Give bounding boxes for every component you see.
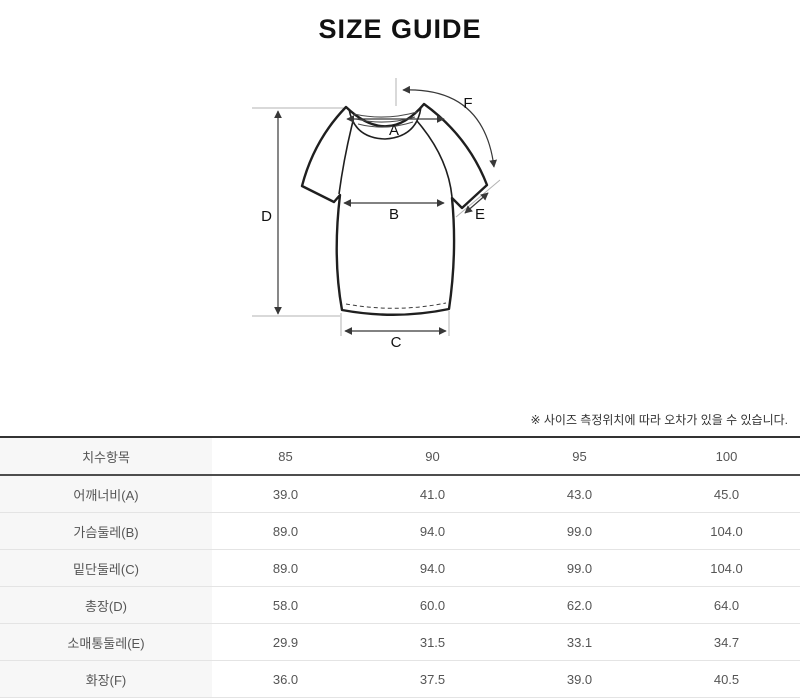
measurement-arrows — [274, 85, 497, 335]
cell-value: 41.0 — [419, 486, 446, 502]
header-cell-size-100: 100 — [715, 448, 738, 464]
cell-value: 39.0 — [566, 671, 593, 687]
page-title: SIZE GUIDE — [318, 14, 482, 44]
table-row-chest: 가슴둘레(B) 89.0 94.0 99.0 104.0 — [0, 512, 800, 550]
tshirt-diagram: A B C D E F — [0, 50, 800, 362]
header-cell-size-95: 95 — [572, 448, 587, 464]
cell-value: 29.9 — [272, 634, 299, 650]
cell-value: 37.5 — [419, 671, 446, 687]
table-row-hem: 밑단둘레(C) 89.0 94.0 99.0 104.0 — [0, 549, 800, 587]
size-table-header-row: 치수항목 85 90 95 100 — [0, 437, 800, 475]
label-a: A — [389, 122, 399, 139]
cell-value: 104.0 — [710, 523, 743, 539]
cell-value: 39.0 — [272, 486, 299, 502]
cell-value: 31.5 — [419, 634, 446, 650]
header-cell-size-90: 90 — [425, 448, 440, 464]
cell-value: 104.0 — [710, 560, 743, 576]
measurement-note: ※ 사이즈 측정위치에 따라 오차가 있을 수 있습니다. — [530, 413, 788, 427]
cell-value: 34.7 — [713, 634, 740, 650]
label-d: D — [261, 208, 272, 225]
cell-value: 33.1 — [566, 634, 593, 650]
cell-value: 62.0 — [566, 597, 593, 613]
label-b: B — [389, 206, 399, 223]
cell-value: 40.5 — [713, 671, 740, 687]
row-label: 밑단둘레(C) — [0, 549, 212, 587]
table-row-sleeve-length: 화장(F) 36.0 37.5 39.0 40.5 — [0, 660, 800, 698]
row-label: 총장(D) — [0, 586, 212, 624]
row-label: 소매통둘레(E) — [0, 623, 212, 661]
header-cell-size-85: 85 — [278, 448, 293, 464]
cell-value: 94.0 — [419, 523, 446, 539]
cell-value: 64.0 — [713, 597, 740, 613]
arrow-e-sleeve-opening — [464, 192, 489, 214]
row-label: 가슴둘레(B) — [0, 512, 212, 550]
table-row-sleeve-opening: 소매통둘레(E) 29.9 31.5 33.1 34.7 — [0, 623, 800, 661]
label-e: E — [475, 206, 485, 223]
arrow-f-sleeve-length — [402, 85, 497, 168]
cell-value: 43.0 — [566, 486, 593, 502]
cell-value: 89.0 — [272, 560, 299, 576]
cell-value: 45.0 — [713, 486, 740, 502]
cell-value: 58.0 — [272, 597, 299, 613]
row-label: 어깨너비(A) — [0, 475, 212, 513]
size-table: 치수항목 85 90 95 100 어깨너비(A) 39.0 41.0 43.0… — [0, 436, 800, 698]
tshirt-diagram-svg: A B C D E F — [252, 78, 501, 351]
cell-value: 99.0 — [566, 560, 593, 576]
table-row-length: 총장(D) 58.0 60.0 62.0 64.0 — [0, 586, 800, 624]
label-c: C — [391, 334, 402, 351]
measurement-labels: A B C D E F — [261, 95, 485, 351]
hem-stitch — [345, 302, 447, 309]
table-row-shoulder: 어깨너비(A) 39.0 41.0 43.0 45.0 — [0, 475, 800, 513]
raglan-seam-left — [338, 120, 354, 195]
label-f: F — [463, 95, 472, 112]
header-cell-item: 치수항목 — [0, 437, 212, 475]
cell-value: 94.0 — [419, 560, 446, 576]
cell-value: 60.0 — [419, 597, 446, 613]
cell-value: 89.0 — [272, 523, 299, 539]
row-label: 화장(F) — [0, 660, 212, 698]
cell-value: 36.0 — [272, 671, 299, 687]
cell-value: 99.0 — [566, 523, 593, 539]
